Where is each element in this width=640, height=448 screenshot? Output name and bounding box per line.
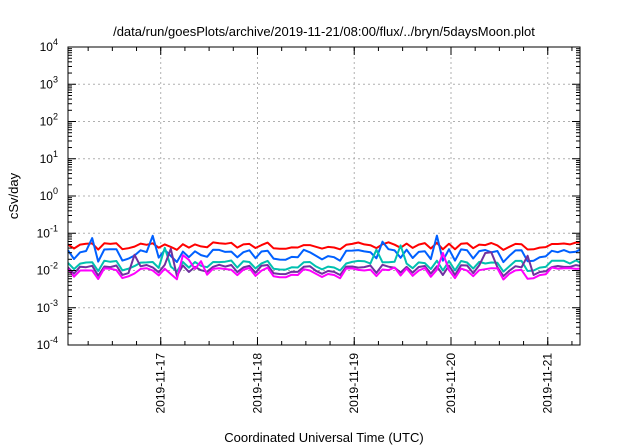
y-tick-label: 100 (40, 186, 58, 203)
x-tick-label: 2019-11-18 (250, 353, 264, 414)
y-tick-label: 10-3 (37, 298, 58, 315)
series-line (67, 241, 580, 251)
x-tick-label: 2019-11-17 (154, 353, 168, 414)
tick-layer (68, 46, 580, 346)
series-line (67, 252, 581, 281)
y-tick-label: 10-1 (37, 223, 58, 240)
series-line (67, 247, 581, 278)
y-tick-label: 10-2 (37, 261, 58, 278)
series-layer (67, 234, 581, 281)
x-tick-labels: 2019-11-17 2019-11-18 2019-11-19 2019-11-20… (154, 353, 555, 414)
x-tick-label: 2019-11-19 (347, 353, 361, 414)
x-tick-label: 2019-11-20 (444, 353, 458, 414)
chart-title: /data/run/goesPlots/archive/2019-11-21/0… (113, 24, 535, 39)
y-tick-label: 104 (40, 37, 58, 54)
x-axis-label: Coordinated Universal Time (UTC) (224, 430, 423, 445)
y-tick-label: 10-4 (37, 335, 58, 352)
y-tick-label: 102 (40, 112, 58, 129)
series-line (67, 234, 581, 264)
y-tick-labels: 10-4 10-3 10-2 10-1 100 101 102 103 104 (37, 37, 58, 352)
y-tick-label: 101 (40, 149, 58, 166)
x-tick-label: 2019-11-21 (541, 353, 555, 414)
grid-layer (68, 47, 580, 345)
y-tick-label: 103 (40, 74, 58, 91)
y-axis-label: cSv/day (6, 172, 21, 219)
